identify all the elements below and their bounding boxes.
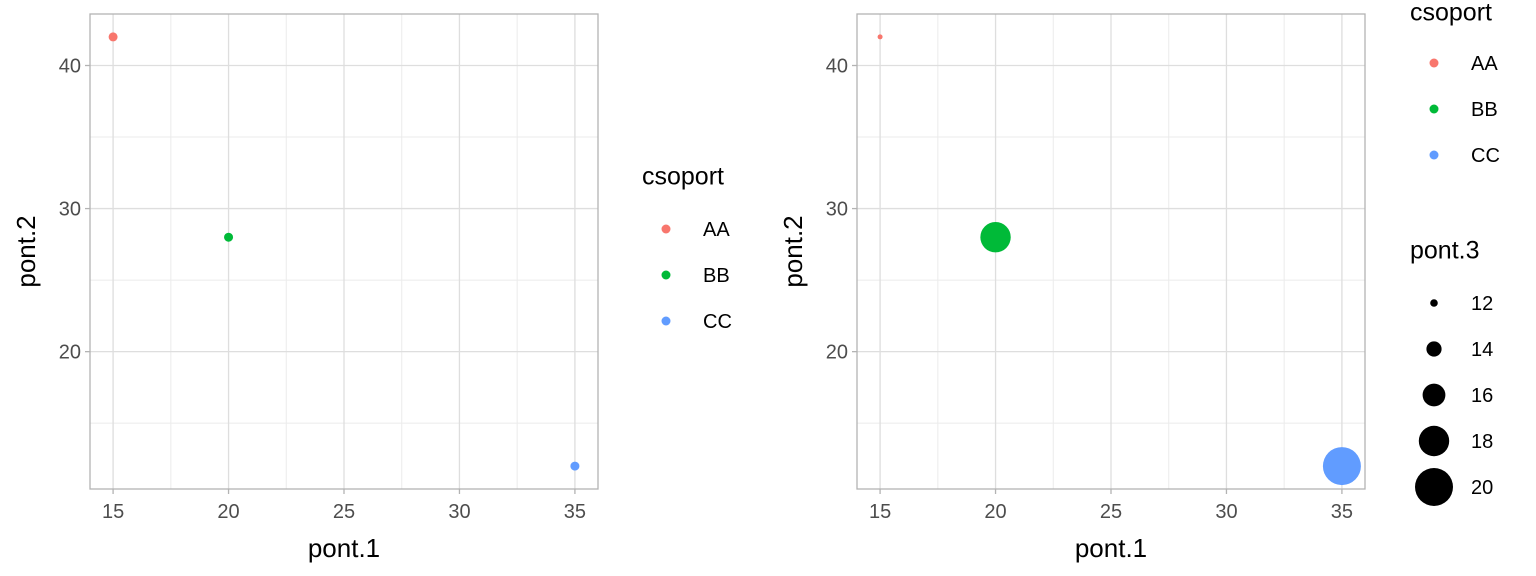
legend-size-key-16: [1422, 383, 1446, 407]
legend-key-aa: [661, 224, 671, 234]
legend-title-color: csoport: [642, 163, 724, 191]
legend-size-key-14: [1426, 341, 1442, 357]
x-axis-title: pont.1: [308, 533, 380, 563]
legend-label-aa: AA: [703, 219, 730, 241]
legend-size-key-18: [1418, 425, 1450, 457]
x-tick-label: 35: [1331, 501, 1353, 523]
legend-label-bb: BB: [703, 265, 730, 287]
data-point-aa: [108, 32, 118, 42]
x-tick-label: 15: [869, 501, 891, 523]
legend-key-cc: [1429, 150, 1439, 160]
legend-size-label-18: 18: [1471, 431, 1493, 453]
legend-label-aa: AA: [1471, 53, 1498, 75]
y-tick-label: 40: [59, 56, 81, 78]
x-tick-label: 35: [564, 501, 586, 523]
x-tick-label: 25: [333, 501, 355, 523]
x-tick-label: 30: [448, 501, 470, 523]
legend-label-cc: CC: [1471, 145, 1500, 167]
x-tick-label: 20: [984, 501, 1006, 523]
y-tick-label: 40: [826, 56, 848, 78]
x-axis-title: pont.1: [1075, 533, 1147, 563]
data-point-cc: [1322, 447, 1361, 486]
legend-title-size: pont.3: [1410, 237, 1480, 265]
legend-size-label-20: 20: [1471, 477, 1493, 499]
data-point-bb: [980, 221, 1011, 253]
legend-key-aa: [1429, 58, 1439, 68]
data-point-cc: [570, 461, 580, 471]
legend-key-bb: [661, 270, 671, 280]
x-tick-label: 25: [1100, 501, 1122, 523]
x-tick-label: 20: [217, 501, 239, 523]
legend-size-key-12: [1430, 299, 1438, 307]
y-tick-label: 20: [59, 342, 81, 364]
y-tick-label: 20: [826, 342, 848, 364]
data-point-bb: [224, 232, 234, 242]
x-tick-label: 30: [1215, 501, 1237, 523]
y-tick-label: 30: [826, 199, 848, 221]
legend-key-bb: [1429, 104, 1439, 114]
legend-key-cc: [661, 316, 671, 326]
legend-title-color: csoport: [1410, 0, 1492, 27]
y-axis-title: pont.2: [778, 215, 808, 287]
x-tick-label: 15: [102, 501, 124, 523]
scatter-plot-right: 15 20 25 30 35 20 30 40 pont.1 pont.2: [778, 13, 1366, 563]
data-point-aa: [877, 34, 883, 40]
legend-size-label-16: 16: [1471, 385, 1493, 407]
scatter-plot-left: 15 20 25 30 35 20 30 40 pont.1 pont.2: [11, 13, 599, 563]
legend-size-label-14: 14: [1471, 339, 1493, 361]
legend-left: csoport AA BB CC: [642, 163, 732, 333]
legend-size-label-12: 12: [1471, 293, 1493, 315]
legend-label-bb: BB: [1471, 99, 1498, 121]
legend-right: csoport AA BB CC pont.3 12 14 16 18 20: [1410, 0, 1500, 506]
legend-size-key-20: [1415, 468, 1453, 506]
y-tick-label: 30: [59, 199, 81, 221]
legend-label-cc: CC: [703, 311, 732, 333]
y-axis-title: pont.2: [11, 215, 41, 287]
